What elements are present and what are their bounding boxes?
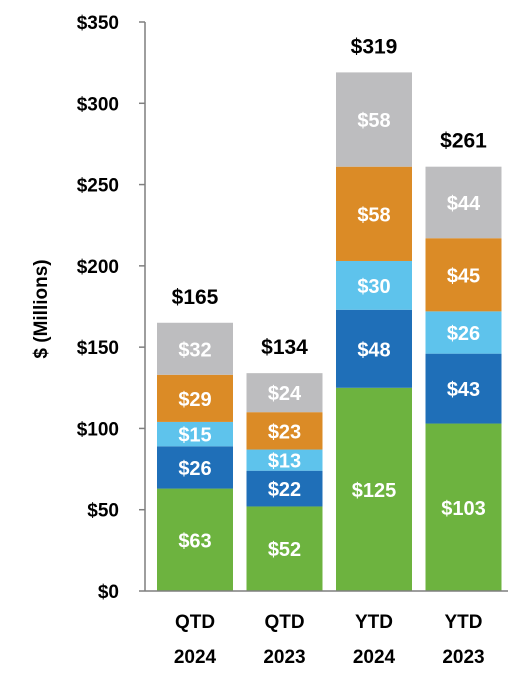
- x-category-label: YTD: [445, 612, 483, 633]
- total-label: $134: [261, 336, 308, 359]
- segment-label: $58: [357, 110, 390, 132]
- bar-segment: [425, 353, 502, 424]
- bar-segment: [336, 387, 412, 591]
- segment-label: $32: [178, 339, 211, 361]
- bar-segment: [336, 166, 412, 261]
- y-tick-label: $200: [77, 257, 119, 278]
- bar-segment: [157, 374, 233, 422]
- bar-segment: [336, 260, 412, 310]
- bar-segment: [246, 412, 323, 450]
- bar-segment: [157, 322, 233, 375]
- segment-label: $43: [447, 379, 480, 401]
- x-category-year: 2024: [174, 647, 217, 668]
- segment-label: $103: [441, 498, 486, 520]
- y-tick-label: $350: [77, 13, 119, 34]
- bar-segment: [246, 373, 323, 413]
- segment-label: $23: [268, 421, 301, 443]
- total-label: $261: [440, 130, 487, 153]
- segment-label: $29: [178, 389, 211, 411]
- y-tick-label: $100: [77, 419, 119, 440]
- segment-label: $125: [352, 480, 397, 502]
- bar-segment: [246, 506, 323, 591]
- segment-label: $13: [268, 451, 301, 473]
- x-category-year: 2023: [263, 647, 305, 668]
- bars: $63 $26 $15 $29 $32 $165 $52 $22 $13 $23 $24 $134 $1…: [157, 35, 502, 591]
- bar-segment: [246, 470, 323, 507]
- segment-label: $44: [447, 193, 481, 215]
- segment-label: $22: [268, 479, 301, 501]
- segment-label: $26: [178, 458, 211, 480]
- bar-segment: [425, 166, 502, 239]
- bar-segment: [425, 311, 502, 354]
- x-category-label: QTD: [175, 612, 215, 633]
- x-category-label: QTD: [264, 612, 304, 633]
- segment-label: $58: [357, 204, 390, 226]
- total-label: $319: [351, 35, 398, 58]
- segment-label: $30: [357, 276, 390, 298]
- segment-label: $26: [447, 323, 480, 345]
- bar-segment: [336, 72, 412, 167]
- x-category-label: YTD: [355, 612, 393, 633]
- y-tick-label: $0: [98, 582, 119, 603]
- segment-label: $15: [178, 425, 211, 447]
- bar-segment: [157, 421, 233, 447]
- y-axis-label: $ (Millions): [31, 259, 52, 358]
- y-tick-label: $300: [77, 94, 119, 115]
- x-category-year: 2023: [442, 647, 484, 668]
- bar-segment: [425, 423, 502, 591]
- y-tick-label: $50: [87, 501, 119, 522]
- y-axis: $0 $50 $100 $150 $200 $250 $300 $350: [77, 13, 146, 603]
- segment-label: $45: [447, 265, 480, 287]
- total-label: $165: [172, 286, 219, 309]
- segment-label: $24: [268, 383, 302, 405]
- bar-segment: [246, 449, 323, 471]
- bar-segment: [336, 309, 412, 388]
- bar-segment: [157, 446, 233, 489]
- bar-segment: [425, 238, 502, 312]
- y-tick-label: $150: [77, 338, 119, 359]
- segment-label: $52: [268, 539, 301, 561]
- bar-segment: [157, 488, 233, 591]
- x-category-year: 2024: [353, 647, 396, 668]
- segment-label: $63: [178, 530, 211, 552]
- x-axis: QTD 2024 QTD 2023 YTD 2024 YTD 2023: [145, 590, 508, 668]
- segment-label: $48: [357, 339, 390, 361]
- y-tick-label: $250: [77, 176, 119, 197]
